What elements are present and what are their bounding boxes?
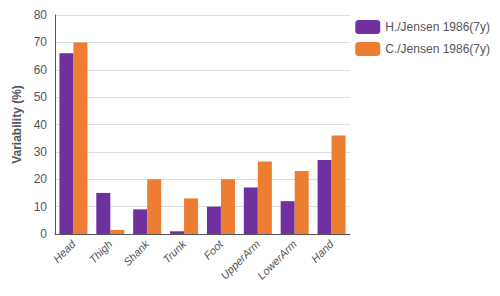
svg-text:30: 30 — [34, 145, 48, 159]
svg-text:Foot: Foot — [201, 237, 226, 262]
svg-text:UpperArm: UpperArm — [218, 238, 262, 282]
svg-text:C./Jensen 1986(7y): C./Jensen 1986(7y) — [385, 42, 490, 56]
svg-text:70: 70 — [34, 35, 48, 49]
svg-text:Thigh: Thigh — [87, 238, 115, 266]
svg-text:80: 80 — [34, 8, 48, 22]
svg-text:H./Jensen 1986(7y): H./Jensen 1986(7y) — [385, 20, 490, 34]
svg-text:20: 20 — [34, 172, 48, 186]
svg-text:Hand: Hand — [309, 237, 337, 265]
svg-text:LowerArm: LowerArm — [255, 238, 299, 282]
svg-text:60: 60 — [34, 63, 48, 77]
svg-text:Trunk: Trunk — [161, 237, 189, 265]
svg-text:50: 50 — [34, 90, 48, 104]
svg-text:Head: Head — [51, 237, 79, 265]
svg-text:10: 10 — [34, 200, 48, 214]
svg-text:0: 0 — [40, 227, 47, 241]
svg-text:40: 40 — [34, 118, 48, 132]
svg-text:Variability (%): Variability (%) — [10, 85, 24, 164]
svg-text:Shank: Shank — [121, 237, 152, 268]
